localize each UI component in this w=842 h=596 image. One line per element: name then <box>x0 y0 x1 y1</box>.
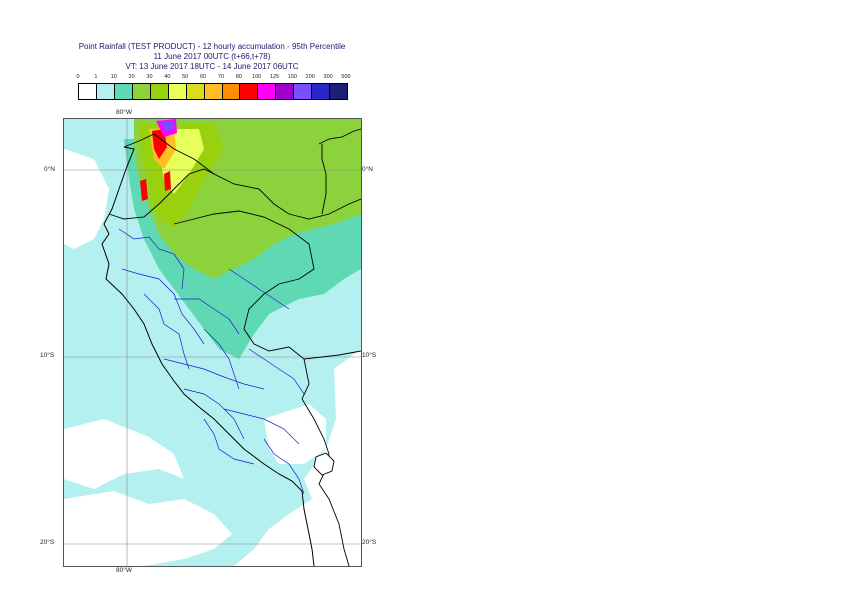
department-boundaries <box>118 228 305 495</box>
rain-area-red <box>152 129 167 159</box>
legend-tick-label: 150 <box>287 74 297 80</box>
legend-color-box <box>79 84 97 99</box>
legend-tick-label: 30 <box>146 74 153 80</box>
legend-tick-label: 60 <box>200 74 207 80</box>
lat-label-right-0: 0°N <box>362 166 373 173</box>
legend-tick-label: 10 <box>110 74 117 80</box>
legend-color-box <box>186 84 205 99</box>
legend-tick-label: 0 <box>76 74 80 80</box>
legend-tick-label: 200 <box>305 74 315 80</box>
chart-title-line-2: 11 June 2017 00UTC (t+66,t+78) <box>153 52 271 61</box>
lat-label-right-10s: 10°S <box>362 352 377 359</box>
country-border-bolivia <box>301 398 350 566</box>
legend-tick-label: 125 <box>269 74 280 80</box>
legend-tick-label: 80 <box>235 74 242 80</box>
dry-area-ocean-south <box>64 419 184 489</box>
legend-color-box <box>114 84 133 99</box>
legend-color-box <box>276 84 295 99</box>
lat-label-left-20s: 20°S <box>40 539 55 546</box>
rain-area-purple <box>162 121 174 131</box>
chart-title-line-1: Point Rainfall (TEST PRODUCT) - 12 hourl… <box>78 42 346 51</box>
lat-label-left-10s: 10°S <box>40 352 55 359</box>
legend-color-boxes <box>78 83 348 100</box>
legend-color-box <box>330 84 348 99</box>
dry-area-north-ocean <box>64 149 109 249</box>
country-border-peru-brazil <box>173 210 315 400</box>
lon-label-bottom: 80°W <box>116 567 132 574</box>
lat-label-left-0: 0°N <box>44 166 55 173</box>
legend-color-box <box>312 84 331 99</box>
legend-tick-label: 500 <box>341 74 351 80</box>
legend-tick-label: 40 <box>164 74 171 80</box>
chart-title-line-3: VT: 13 June 2017 18UTC - 14 June 2017 06… <box>125 62 299 71</box>
legend-tick-labels: 0 1 10 20 30 40 50 60 70 80 100 125 150 200 300 500 <box>76 74 351 83</box>
lake-titicaca <box>313 452 335 476</box>
lon-label-top: 80°W <box>116 109 132 116</box>
legend-tick-label: 70 <box>217 74 224 80</box>
legend-tick-label: 300 <box>323 74 333 80</box>
rain-area-red-2 <box>140 179 148 201</box>
coastline <box>101 146 315 566</box>
rain-area-red-3 <box>164 171 171 191</box>
country-border-peru-ecuador <box>108 168 215 220</box>
legend-color-box <box>294 84 313 99</box>
rainfall-map <box>64 119 361 566</box>
legend-color-box <box>150 84 169 99</box>
legend-color-box <box>258 84 277 99</box>
title-block: Point Rainfall (TEST PRODUCT) - 12 hourl… <box>0 42 424 72</box>
dry-area-altiplano <box>264 404 326 464</box>
legend-tick-label: 100 <box>252 74 262 80</box>
lat-label-right-20s: 20°S <box>362 539 377 546</box>
map-panel <box>63 118 362 567</box>
legend-color-box <box>96 84 115 99</box>
legend-color-box <box>168 84 187 99</box>
country-border-ecuador-colombia <box>123 133 361 220</box>
legend-tick-label: 1 <box>94 74 98 80</box>
color-legend: 0 1 10 20 30 40 50 60 70 80 100 125 150 200 300 500 <box>76 74 351 100</box>
country-border-brazil-bolivia <box>303 350 361 360</box>
legend-color-box <box>222 84 241 99</box>
legend-tick-label: 20 <box>128 74 135 80</box>
legend-color-box <box>240 84 259 99</box>
legend-tick-label: 50 <box>182 74 189 80</box>
legend-color-box <box>204 84 223 99</box>
dry-area-ocean-sw <box>64 491 232 566</box>
legend-color-box <box>132 84 151 99</box>
country-border-colombia-venezuela <box>318 128 361 215</box>
